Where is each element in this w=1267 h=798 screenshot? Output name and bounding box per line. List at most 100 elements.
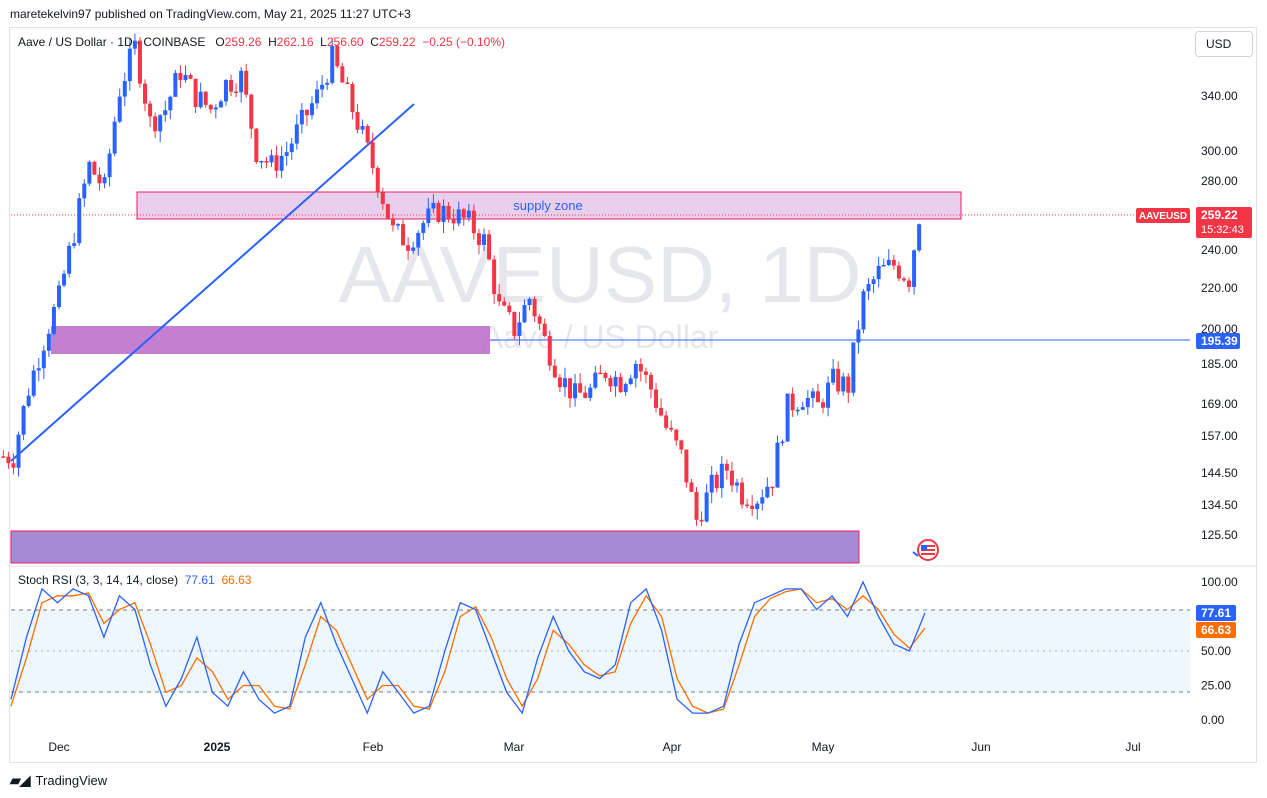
candle-body[interactable] [127,48,132,82]
candle-body[interactable] [360,125,365,130]
candle-body[interactable] [401,224,406,246]
candle-body[interactable] [628,378,633,385]
candle-body[interactable] [760,497,765,504]
candle-body[interactable] [664,415,669,428]
candle-body[interactable] [901,278,906,281]
candle-body[interactable] [800,407,805,410]
candle-body[interactable] [284,152,289,156]
candle-body[interactable] [694,491,699,520]
candle-body[interactable] [917,224,922,251]
candle-body[interactable] [770,486,775,489]
candle-body[interactable] [1,456,6,458]
candle-body[interactable] [375,167,380,193]
candle-body[interactable] [279,155,284,171]
candle-body[interactable] [6,456,11,464]
candle-body[interactable] [466,210,471,218]
candle-body[interactable] [562,378,567,388]
candle-body[interactable] [729,470,734,486]
candle-body[interactable] [299,109,304,125]
candle-body[interactable] [198,91,203,108]
candle-body[interactable] [51,307,56,334]
demand-zone[interactable] [51,326,490,354]
candle-body[interactable] [274,155,279,171]
candle-body[interactable] [497,294,502,302]
candle-body[interactable] [168,96,173,111]
candle-body[interactable] [552,365,557,378]
candle-body[interactable] [719,463,724,489]
candle-body[interactable] [461,209,466,218]
candle-body[interactable] [325,82,330,85]
currency-button[interactable]: USD [1195,31,1253,57]
candle-body[interactable] [618,376,623,393]
rsi-k-line[interactable] [10,580,926,715]
candle-body[interactable] [704,492,709,522]
candle-body[interactable] [456,209,461,224]
candle-body[interactable] [866,284,871,292]
candle-body[interactable] [72,243,77,246]
candle-body[interactable] [907,280,912,287]
candle-body[interactable] [406,245,411,251]
candle-body[interactable] [633,363,638,379]
candle-body[interactable] [345,82,350,85]
candle-body[interactable] [254,128,259,163]
candle-body[interactable] [395,224,400,226]
candle-body[interactable] [431,202,436,209]
candle-body[interactable] [330,46,335,83]
candle-body[interactable] [896,265,901,279]
candle-body[interactable] [229,80,234,92]
candle-body[interactable] [836,368,841,392]
candle-body[interactable] [810,391,815,398]
candle-body[interactable] [122,81,127,97]
candle-body[interactable] [193,78,198,108]
candle-body[interactable] [598,372,603,375]
candle-body[interactable] [41,350,46,369]
symbol-legend[interactable]: Aave / US Dollar · 1D · COINBASE O259.26… [18,35,505,49]
candle-body[interactable] [320,84,325,90]
candle-body[interactable] [522,305,527,323]
tradingview-logo-icon[interactable]: ▰◢ [10,772,31,788]
candle-body[interactable] [163,110,168,116]
candle-body[interactable] [876,265,881,280]
rsi-d-line[interactable] [10,588,926,714]
candle-body[interactable] [21,405,26,435]
candle-body[interactable] [421,223,426,233]
candle-body[interactable] [623,384,628,393]
candle-body[interactable] [416,232,421,248]
candle-body[interactable] [593,372,598,388]
candle-body[interactable] [826,382,831,408]
candle-body[interactable] [244,70,249,95]
candle-body[interactable] [851,342,856,393]
candle-body[interactable] [790,393,795,411]
candle-body[interactable] [583,392,588,398]
candle-body[interactable] [821,402,825,408]
candle-body[interactable] [578,383,583,393]
candle-body[interactable] [365,125,370,143]
candle-body[interactable] [755,503,760,510]
candle-body[interactable] [97,174,102,184]
candle-body[interactable] [689,482,694,492]
candle-body[interactable] [249,94,254,129]
candle-body[interactable] [542,323,547,337]
candle-body[interactable] [648,374,653,390]
candle-body[interactable] [67,245,72,274]
candle-body[interactable] [487,234,492,260]
candle-body[interactable] [137,40,142,84]
candle-body[interactable] [841,376,846,392]
candle-body[interactable] [482,234,487,245]
candle-body[interactable] [57,285,61,308]
candle-body[interactable] [87,161,92,184]
candle-body[interactable] [547,336,552,366]
candle-body[interactable] [340,66,345,83]
candle-body[interactable] [158,115,163,132]
candle-body[interactable] [537,316,542,324]
candle-body[interactable] [390,218,395,226]
candle-body[interactable] [46,333,51,351]
candle-body[interactable] [507,305,512,312]
candle-body[interactable] [132,40,137,49]
candle-body[interactable] [446,205,451,220]
candle-body[interactable] [102,177,107,184]
footer-brand[interactable]: TradingView [35,773,108,788]
candle-body[interactable] [745,504,750,507]
candle-body[interactable] [77,198,82,244]
